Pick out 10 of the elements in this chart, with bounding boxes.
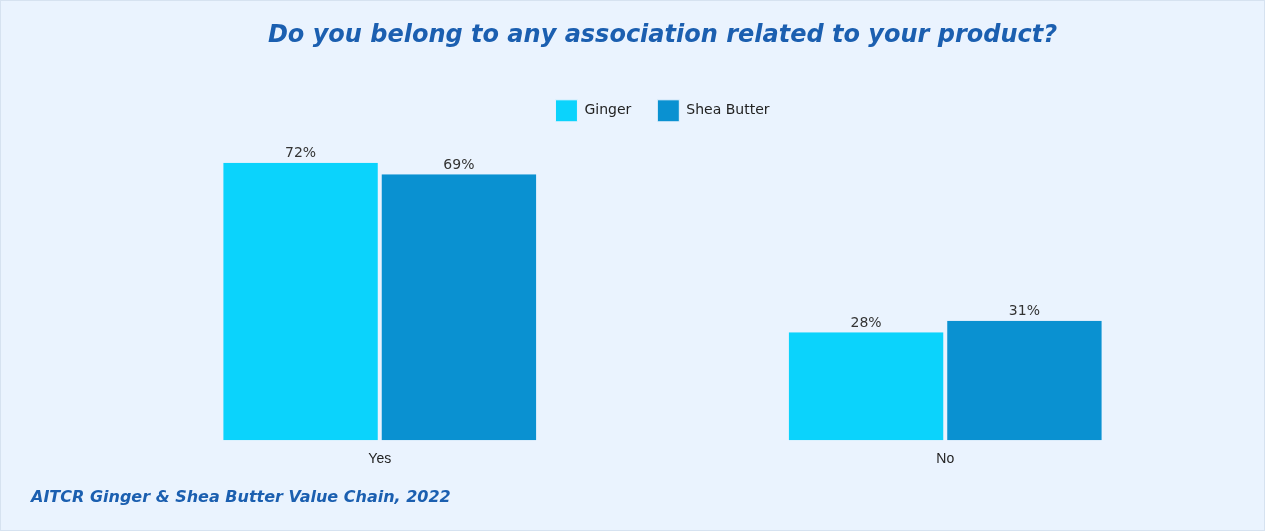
x-tick-label: No: [936, 450, 955, 467]
chart-title: Do you belong to any association related to your product?: [267, 19, 1058, 48]
data-label: 69%: [443, 155, 475, 172]
data-label: 31%: [1008, 302, 1040, 319]
data-label: 72%: [285, 144, 317, 161]
legend-label: Ginger: [584, 101, 632, 118]
text: AITCR Ginger & Shea Butter Value Chain, 2022: [31, 487, 451, 506]
data-label: 28%: [850, 313, 882, 330]
legend-label: Shea Butter: [686, 101, 770, 118]
x-tick-label: Yes: [368, 450, 392, 467]
